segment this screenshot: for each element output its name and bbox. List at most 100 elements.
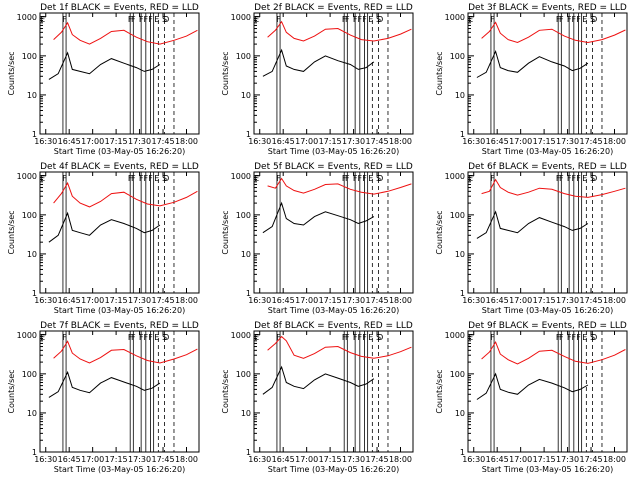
y-tick-label: 10	[27, 91, 37, 100]
plot-frame	[253, 330, 414, 453]
y-tick-label: 1	[32, 289, 37, 298]
marker-label: D	[591, 333, 597, 342]
marker-label: E	[368, 15, 373, 24]
y-tick-label: 1000	[231, 172, 251, 181]
marker-label: E	[582, 15, 587, 24]
marker-label: F	[345, 174, 350, 183]
marker-label: D	[163, 15, 169, 24]
marker-label: F	[128, 15, 133, 24]
marker-label: F	[353, 333, 358, 342]
marker-label: F	[362, 333, 367, 342]
marker-label: E	[582, 174, 587, 183]
marker-label: F	[62, 15, 67, 24]
series-events-line	[476, 49, 589, 78]
x-tick-label: 17:00	[295, 455, 318, 464]
marker-label: F	[576, 333, 581, 342]
x-tick-label: 18:00	[389, 455, 412, 464]
marker-label: S	[590, 333, 595, 342]
series-lld-line	[267, 177, 412, 195]
marker-label: F	[559, 174, 564, 183]
series-events-line	[262, 201, 375, 234]
x-tick-label: 17:30	[128, 296, 151, 305]
marker-label: F	[362, 174, 367, 183]
x-axis-label: Start Time (03-May-05 16:26:20)	[268, 306, 399, 315]
x-tick-label: 18:00	[389, 296, 412, 305]
marker-label: F	[358, 333, 363, 342]
panel-det-9: Det 9f BLACK = Events, RED = LLD 1 10 100 10…	[435, 321, 628, 474]
marker-label: F	[131, 174, 136, 183]
y-axis-label: Counts/sec	[435, 369, 444, 413]
x-axis-label: Start Time (03-May-05 16:26:20)	[482, 306, 613, 315]
plot-frame	[39, 171, 200, 294]
y-tick-label: 100	[22, 370, 37, 379]
marker-label: S	[376, 174, 381, 183]
marker-label: F	[148, 333, 153, 342]
marker-label: F	[131, 15, 136, 24]
y-tick-label: 10	[27, 250, 37, 259]
x-tick-label: 16:30	[248, 455, 271, 464]
marker-label: F	[148, 15, 153, 24]
marker-label: F	[276, 15, 281, 24]
marker-label: F	[148, 174, 153, 183]
panel-title: Det 9f BLACK = Events, RED = LLD	[468, 321, 627, 331]
x-tick-label: 17:45	[151, 455, 174, 464]
marker-label: F	[567, 15, 572, 24]
marker-label: F	[139, 174, 144, 183]
plot-frame	[253, 12, 414, 135]
x-tick-label: 17:15	[319, 455, 342, 464]
panel-det-4: Det 4f BLACK = Events, RED = LLD 1 10 100 10…	[7, 162, 200, 315]
series-events-line	[476, 372, 589, 400]
panel-det-5: Det 5f BLACK = Events, RED = LLD 1 10 100 10…	[221, 162, 414, 315]
x-tick-label: 16:30	[248, 137, 271, 146]
marker-label: F	[128, 174, 133, 183]
x-tick-label: 17:30	[128, 137, 151, 146]
y-tick-label: 1	[460, 448, 465, 457]
marker-label: F	[139, 15, 144, 24]
panel-det-7: Det 7f BLACK = Events, RED = LLD 1 10 100 10…	[7, 321, 200, 474]
y-tick-label: 100	[450, 211, 465, 220]
x-tick-label: 16:30	[462, 455, 485, 464]
x-tick-label: 18:00	[389, 137, 412, 146]
marker-label: E	[468, 15, 473, 24]
marker-label: E	[40, 15, 45, 24]
marker-label: F	[556, 333, 561, 342]
y-axis-label: Counts/sec	[7, 210, 16, 254]
y-tick-label: 1000	[17, 13, 37, 22]
series-lld-line	[267, 335, 412, 359]
marker-label: D	[591, 15, 597, 24]
marker-label: D	[163, 333, 169, 342]
marker-label: E	[468, 174, 473, 183]
marker-label: E	[254, 174, 259, 183]
x-tick-label: 16:30	[248, 296, 271, 305]
x-tick-label: 17:30	[342, 137, 365, 146]
marker-label: F	[567, 333, 572, 342]
series-events-line	[48, 51, 161, 80]
marker-label: E	[254, 15, 259, 24]
x-tick-label: 16:30	[462, 296, 485, 305]
y-tick-label: 10	[241, 409, 251, 418]
marker-label: F	[62, 174, 67, 183]
x-tick-label: 18:00	[175, 296, 198, 305]
panel-title: Det 6f BLACK = Events, RED = LLD	[468, 162, 627, 172]
y-tick-label: 10	[241, 91, 251, 100]
marker-label: F	[490, 174, 495, 183]
series-events-line	[262, 48, 375, 77]
marker-label: F	[144, 15, 149, 24]
x-tick-label: 17:00	[81, 137, 104, 146]
series-events-line	[476, 210, 589, 239]
x-tick-label: 17:45	[151, 296, 174, 305]
marker-label: F	[345, 15, 350, 24]
x-tick-label: 16:45	[486, 455, 509, 464]
y-tick-label: 1	[32, 130, 37, 139]
y-tick-label: 10	[455, 250, 465, 259]
marker-label: D	[163, 174, 169, 183]
y-axis-label: Counts/sec	[221, 51, 230, 95]
y-tick-label: 100	[236, 52, 251, 61]
marker-label: F	[572, 174, 577, 183]
x-tick-label: 17:15	[105, 455, 128, 464]
series-events-line	[48, 370, 161, 398]
x-axis-label: Start Time (03-May-05 16:26:20)	[54, 465, 185, 474]
marker-label: F	[342, 174, 347, 183]
plot-frame	[253, 171, 414, 294]
